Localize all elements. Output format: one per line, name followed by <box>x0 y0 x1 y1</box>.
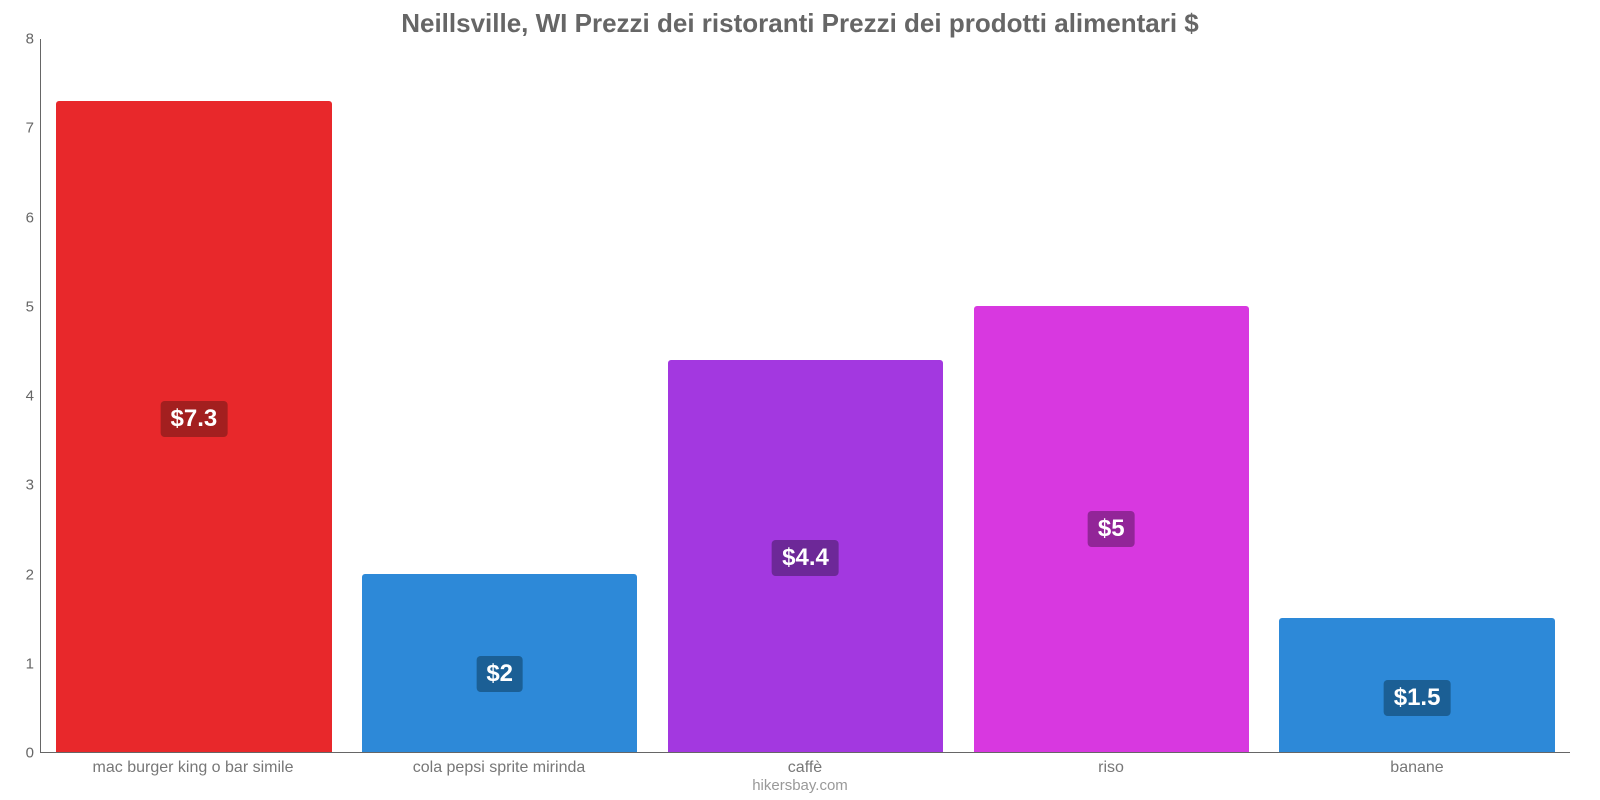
bar: $7.3 <box>56 101 331 752</box>
bar-value-label: $1.5 <box>1384 680 1451 716</box>
y-tick: 5 <box>26 298 34 315</box>
y-tick: 6 <box>26 209 34 226</box>
bar-slot: $1.5 <box>1264 39 1570 752</box>
price-bar-chart: Neillsville, WI Prezzi dei ristoranti Pr… <box>0 0 1600 800</box>
bar-value-label: $7.3 <box>161 401 228 437</box>
x-axis: mac burger king o bar similecola pepsi s… <box>40 753 1570 777</box>
bar-slot: $7.3 <box>41 39 347 752</box>
x-label: caffè <box>652 753 958 777</box>
plot-row: 012345678 $7.3$2$4.4$5$1.5 <box>0 39 1600 753</box>
bar-value-label: $2 <box>476 656 523 692</box>
y-tick: 3 <box>26 477 34 494</box>
y-tick: 7 <box>26 120 34 137</box>
y-tick: 8 <box>26 31 34 48</box>
bar: $4.4 <box>668 360 943 752</box>
x-label: mac burger king o bar simile <box>40 753 346 777</box>
bar-value-label: $5 <box>1088 511 1135 547</box>
x-label: riso <box>958 753 1264 777</box>
y-tick: 0 <box>26 745 34 762</box>
y-axis: 012345678 <box>0 39 40 753</box>
bar-value-label: $4.4 <box>772 540 839 576</box>
x-label: cola pepsi sprite mirinda <box>346 753 652 777</box>
bar-slot: $5 <box>958 39 1264 752</box>
y-tick: 2 <box>26 566 34 583</box>
bar: $1.5 <box>1279 618 1554 752</box>
bars-container: $7.3 $2 $4.4 $5 $1.5 <box>41 39 1570 752</box>
y-tick: 1 <box>26 655 34 672</box>
bar: $5 <box>974 306 1249 752</box>
plot-area: $7.3 $2 $4.4 $5 $1.5 <box>40 39 1570 753</box>
bar-slot: $4.4 <box>653 39 959 752</box>
chart-footer: hikersbay.com <box>0 777 1600 800</box>
chart-title: Neillsville, WI Prezzi dei ristoranti Pr… <box>0 0 1600 39</box>
bar-slot: $2 <box>347 39 653 752</box>
x-label: banane <box>1264 753 1570 777</box>
bar: $2 <box>362 574 637 752</box>
y-tick: 4 <box>26 388 34 405</box>
